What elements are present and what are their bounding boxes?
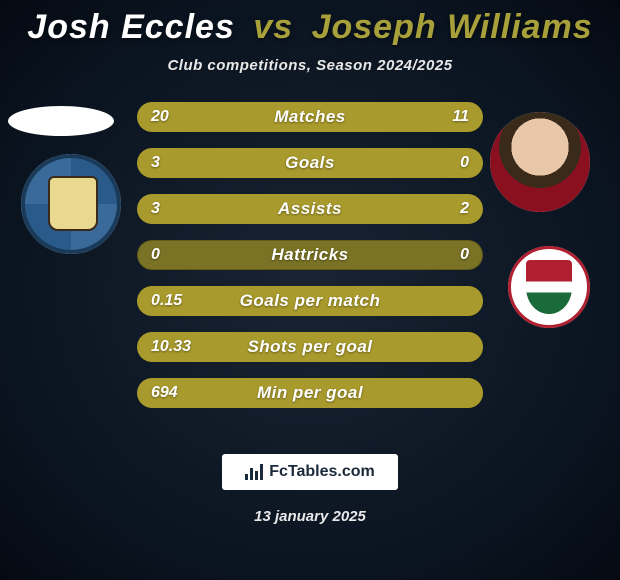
stat-label: Matches (137, 102, 483, 132)
player1-avatar (8, 106, 114, 136)
footer-date: 13 january 2025 (0, 508, 620, 525)
stat-label: Assists (137, 194, 483, 224)
vs-separator: vs (253, 8, 293, 46)
stat-row-shots-per-goal: 10.33 Shots per goal (137, 332, 483, 362)
stat-value-right: 11 (452, 102, 469, 132)
brand-text: FcTables.com (269, 463, 375, 481)
stat-value-right: 0 (460, 148, 469, 178)
bristol-badge-icon (508, 246, 590, 328)
player2-face-icon (490, 112, 590, 212)
stat-value-right: 2 (460, 194, 469, 224)
stat-label: Min per goal (137, 378, 483, 408)
comparison-title: Josh Eccles vs Joseph Williams (0, 0, 620, 47)
stat-label: Goals per match (137, 286, 483, 316)
brand-logo: FcTables.com (222, 454, 398, 490)
subtitle: Club competitions, Season 2024/2025 (0, 57, 620, 74)
stat-label: Hattricks (137, 240, 483, 270)
stat-row-assists: 3 Assists 2 (137, 194, 483, 224)
player2-club-badge (508, 246, 590, 328)
stat-row-hattricks: 0 Hattricks 0 (137, 240, 483, 270)
stat-value-right: 0 (460, 240, 469, 270)
stat-row-min-per-goal: 694 Min per goal (137, 378, 483, 408)
player1-club-badge (21, 154, 121, 254)
stat-bars: 20 Matches 11 3 Goals 0 3 Assists 2 0 Ha… (137, 102, 483, 408)
stat-label: Goals (137, 148, 483, 178)
stat-row-goals-per-match: 0.15 Goals per match (137, 286, 483, 316)
stat-label: Shots per goal (137, 332, 483, 362)
stat-row-matches: 20 Matches 11 (137, 102, 483, 132)
player2-name: Joseph Williams (312, 8, 593, 46)
bar-chart-icon (245, 464, 265, 480)
stat-row-goals: 3 Goals 0 (137, 148, 483, 178)
player1-name: Josh Eccles (27, 8, 235, 46)
coventry-badge-icon (21, 154, 121, 254)
player2-avatar (490, 112, 590, 212)
comparison-body: 20 Matches 11 3 Goals 0 3 Assists 2 0 Ha… (0, 102, 620, 442)
